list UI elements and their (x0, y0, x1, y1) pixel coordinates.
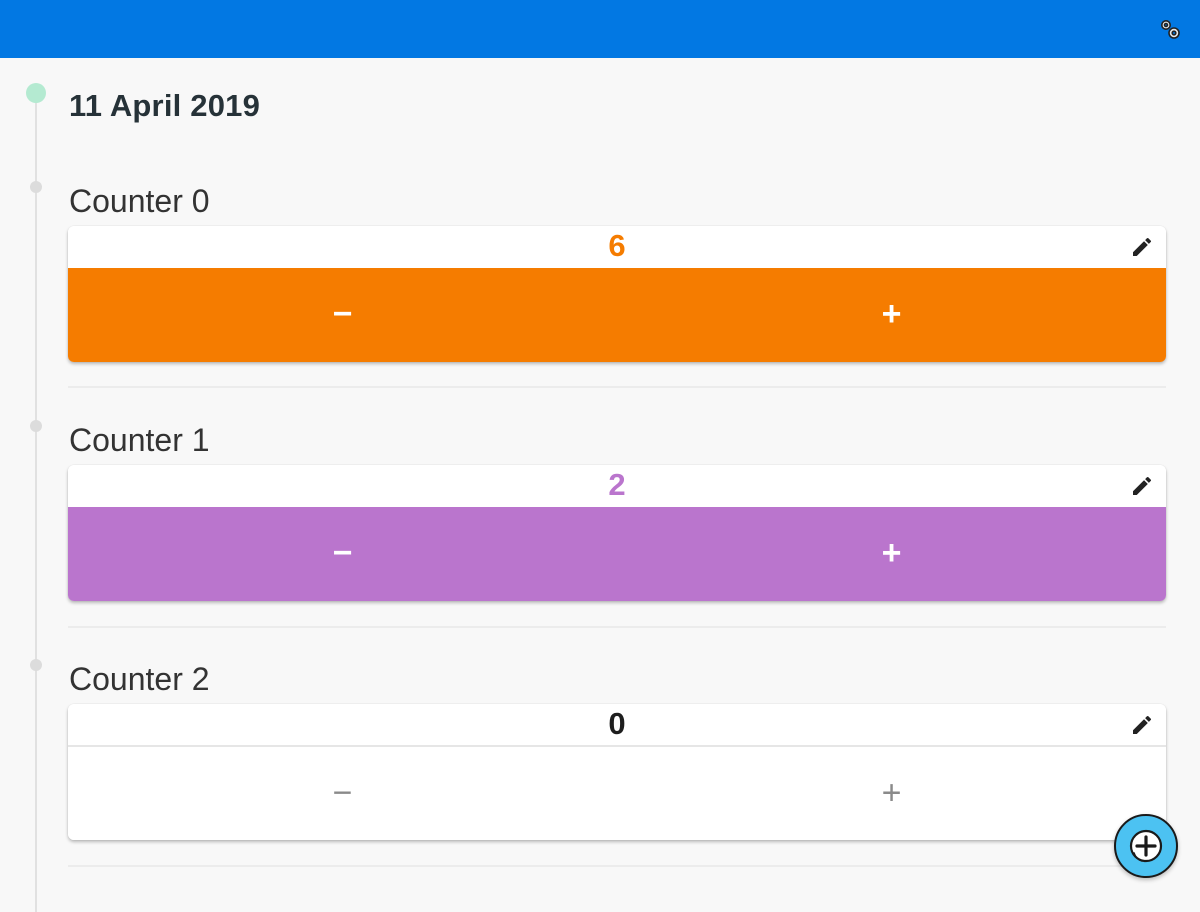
pencil-icon (1133, 715, 1152, 734)
edit-counter-button[interactable] (1130, 474, 1154, 498)
timeline-dot (30, 420, 42, 432)
counter-header: 6 (68, 226, 1166, 267)
divider (68, 626, 1166, 628)
timeline-dot (30, 659, 42, 671)
counter-header: 2 (68, 465, 1166, 506)
increment-button[interactable]: + (881, 294, 902, 333)
counter-controls: − + (68, 507, 1166, 601)
pencil-icon (1133, 476, 1152, 495)
decrement-button[interactable]: − (332, 533, 353, 572)
decrement-button[interactable]: − (332, 773, 353, 812)
pencil-icon (1133, 237, 1152, 256)
add-counter-button[interactable] (1114, 814, 1178, 878)
edit-counter-button[interactable] (1130, 235, 1154, 259)
counter-header: 0 (68, 704, 1166, 745)
divider (68, 386, 1166, 388)
counter-value: 6 (608, 228, 626, 263)
decrement-button[interactable]: − (332, 294, 353, 333)
app-header (0, 0, 1200, 58)
counter-controls: − + (68, 268, 1166, 362)
edit-counter-button[interactable] (1130, 713, 1154, 737)
divider (68, 865, 1166, 867)
counter-card: 6 − + (68, 226, 1166, 362)
counter-card: 2 − + (68, 465, 1166, 601)
counter-value: 2 (608, 467, 626, 502)
add-icon (1129, 829, 1163, 863)
counter-label: Counter 1 (69, 422, 210, 458)
timeline-dot (30, 181, 42, 193)
timeline-line (35, 92, 37, 912)
increment-button[interactable]: + (881, 773, 902, 812)
settings-button[interactable] (1156, 15, 1184, 43)
gear-icon (1161, 20, 1180, 39)
counter-label: Counter 0 (69, 183, 210, 219)
date-heading: 11 April 2019 (69, 88, 261, 123)
counter-label: Counter 2 (69, 661, 210, 697)
timeline-date-dot (26, 83, 46, 103)
increment-button[interactable]: + (881, 533, 902, 572)
counter-value: 0 (608, 706, 626, 741)
counter-card: 0 − + (68, 704, 1166, 840)
counter-controls: − + (68, 745, 1166, 840)
